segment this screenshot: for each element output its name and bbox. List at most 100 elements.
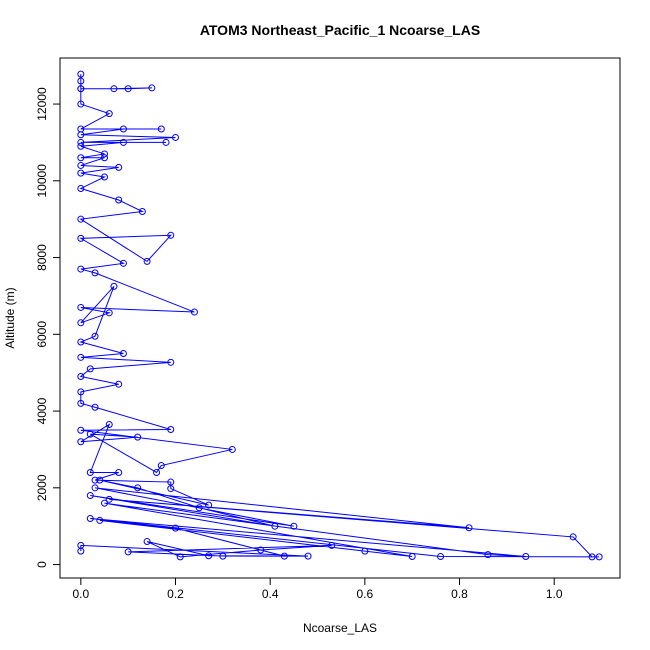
data-point (96, 476, 104, 484)
data-point (219, 552, 227, 560)
data-point (77, 100, 85, 108)
data-point (167, 358, 175, 366)
y-tick-label: 12000 (35, 87, 49, 121)
data-point (361, 547, 369, 555)
data-point (271, 522, 279, 530)
data-point (119, 125, 127, 133)
data-point (77, 85, 85, 93)
data-point (77, 77, 85, 85)
data-point (408, 553, 416, 561)
data-point (77, 215, 85, 223)
data-point (115, 163, 123, 171)
series-line (79, 74, 600, 558)
data-point (86, 515, 94, 523)
data-point (115, 196, 123, 204)
data-point (86, 491, 94, 499)
data-point (86, 468, 94, 476)
chart-title: ATOM3 Northeast_Pacific_1 Ncoarse_LAS (200, 22, 480, 38)
data-point (77, 142, 85, 150)
data-point (77, 169, 85, 177)
data-point (157, 125, 165, 133)
y-tick-label: 4000 (35, 397, 49, 424)
y-tick-label: 6000 (35, 321, 49, 348)
data-point (195, 504, 203, 512)
data-point (96, 516, 104, 524)
data-point (205, 501, 213, 509)
data-point (119, 349, 127, 357)
data-point (304, 552, 312, 560)
data-point (437, 553, 445, 561)
data-point (162, 138, 170, 146)
data-point (228, 445, 236, 453)
data-point (77, 426, 85, 434)
data-point (124, 85, 132, 93)
data-point (138, 208, 146, 216)
data-point (100, 154, 108, 162)
y-axis-title: Altitude (m) (3, 287, 17, 348)
data-point (484, 551, 492, 559)
data-point (105, 495, 113, 503)
data-point (205, 552, 213, 560)
x-tick-label: 0.8 (451, 587, 468, 601)
data-point (522, 553, 530, 561)
data-point (176, 553, 184, 561)
data-point (86, 365, 94, 373)
data-point (569, 533, 577, 541)
data-point (124, 548, 132, 556)
data-point (91, 476, 99, 484)
y-tick-label: 10000 (35, 164, 49, 198)
x-axis-title: Ncoarse_LAS (303, 621, 377, 635)
data-point (110, 85, 118, 93)
data-point (167, 425, 175, 433)
data-point (328, 541, 336, 549)
data-point (465, 524, 473, 532)
data-point (77, 184, 85, 192)
data-point (91, 332, 99, 340)
data-point (143, 257, 151, 265)
data-point (77, 388, 85, 396)
data-point (77, 154, 85, 162)
y-tick-label: 0 (35, 561, 49, 568)
data-point (77, 373, 85, 381)
data-point (100, 150, 108, 158)
data-point (115, 468, 123, 476)
data-point (280, 552, 288, 560)
x-tick-label: 0.6 (357, 587, 374, 601)
data-point (77, 319, 85, 327)
data-point (77, 138, 85, 146)
data-point (77, 70, 85, 78)
data-point (148, 84, 156, 92)
data-point (77, 353, 85, 361)
data-point (167, 231, 175, 239)
data-point (91, 269, 99, 277)
data-point (588, 553, 596, 561)
data-point (290, 522, 298, 530)
data-point (77, 234, 85, 242)
data-point (172, 524, 180, 532)
data-point (172, 133, 180, 141)
y-tick-label: 2000 (35, 474, 49, 501)
data-point (167, 478, 175, 486)
data-point (77, 547, 85, 555)
x-tick-label: 0.2 (167, 587, 184, 601)
data-point (143, 538, 151, 546)
data-point (134, 433, 142, 441)
data-point (77, 338, 85, 346)
data-point (119, 259, 127, 267)
data-point (77, 161, 85, 169)
data-point (157, 462, 165, 470)
data-point (91, 403, 99, 411)
y-tick-label: 8000 (35, 244, 49, 271)
data-point (105, 110, 113, 118)
x-tick-label: 0.4 (262, 587, 279, 601)
data-point (91, 484, 99, 492)
data-point (153, 468, 161, 476)
data-point (105, 309, 113, 317)
plot-frame (59, 57, 621, 579)
data-point (167, 485, 175, 493)
data-point (595, 553, 603, 561)
data-point (86, 430, 94, 438)
data-point (134, 484, 142, 492)
x-tick-label: 0.0 (72, 587, 89, 601)
